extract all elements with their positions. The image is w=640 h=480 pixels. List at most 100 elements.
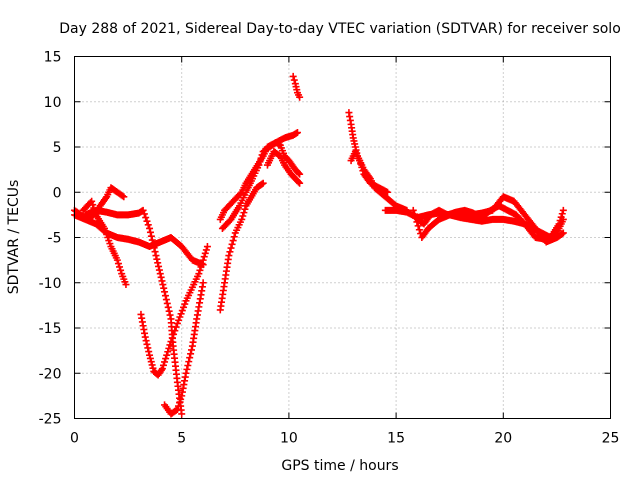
data-point [161,292,169,300]
data-point [176,313,184,321]
data-point [175,316,183,324]
x-tick-label: 0 [70,431,79,447]
data-point [171,327,179,335]
x-tick-label: 15 [387,431,405,447]
data-point [174,402,182,410]
data-point [256,158,264,166]
data-point [148,236,156,244]
data-point [356,157,364,165]
data-point [102,194,110,202]
data-point [258,151,266,159]
data-point [197,263,205,271]
data-point [170,330,178,338]
data-point [172,406,180,414]
y-tick-label: 15 [44,50,62,66]
data-point [296,93,304,101]
data-point [159,281,167,289]
data-point [296,170,304,178]
data-point [166,311,174,319]
data-point [88,197,96,205]
data-point [148,361,156,369]
data-point [154,259,162,267]
data-point [157,273,165,281]
data-point [228,240,236,248]
data-series-trace-11 [289,72,304,101]
data-point [240,209,248,217]
data-point [183,365,191,373]
data-point [415,226,423,234]
data-point [144,221,152,229]
data-point [119,192,127,200]
data-point [238,215,246,223]
data-point [158,277,166,285]
data-point [180,303,188,311]
data-point [177,310,185,318]
data-point [241,205,249,213]
data-series-trace-13 [347,148,392,196]
data-point [295,178,303,186]
data-point [160,284,168,292]
data-point [117,266,125,274]
data-point [259,179,267,187]
data-point [559,206,567,214]
data-series-trace-7 [216,179,267,314]
data-point [185,358,193,366]
data-point [158,365,166,373]
data-point [230,233,238,241]
tick-labels: 0 5 10 15 20 25 -25 -20 -15 -10 -5 0 5 10 15 [39,50,620,447]
data-series-trace-8 [216,129,301,223]
chart-title: Day 288 of 2021, Sidereal Day-to-day VTE… [59,21,621,37]
data-point [296,179,304,187]
data-point [145,348,153,356]
data-point [149,240,157,248]
data-point [149,364,157,372]
data-point [187,350,195,358]
data-point [203,243,211,251]
data-point [172,323,180,331]
data-point [167,338,175,346]
x-tick-label: 10 [280,431,298,447]
data-series-trace-10 [263,148,304,187]
data-point [410,210,418,218]
data-point [226,248,234,256]
data-point [161,358,169,366]
plot-frame [74,56,611,419]
data-point [143,217,151,225]
data-point [384,188,392,196]
data-point [357,160,365,168]
data-point [141,333,149,341]
y-tick-label: -15 [39,321,62,337]
data-point [147,232,155,240]
data-point [146,228,154,236]
data-series-trace-6 [161,279,207,418]
data-point [122,281,130,289]
data-point [162,355,170,363]
data-series-trace-5 [137,243,211,379]
data-point [295,169,303,177]
data-point [163,351,171,359]
data-series-trace-16 [414,202,567,241]
data-point [146,351,154,359]
data-point [164,348,172,356]
data-point [409,206,417,214]
data-point [140,210,148,218]
data-point [163,299,171,307]
data-point [225,252,233,260]
data-point [184,361,192,369]
y-axis-label: SDTVAR / TECUs [6,180,22,295]
data-point [188,346,196,354]
data-point [142,214,150,222]
data-point [290,76,298,84]
data-point [165,344,173,352]
y-tick-label: -20 [39,366,62,382]
data-point [200,253,208,261]
y-tick-label: -25 [39,412,62,428]
data-point [199,279,207,287]
data-point [151,248,159,256]
y-tick-label: -10 [39,276,62,292]
data-point [162,296,170,304]
x-tick-label: 5 [177,431,186,447]
data-point [152,252,160,260]
data-point [155,266,163,274]
